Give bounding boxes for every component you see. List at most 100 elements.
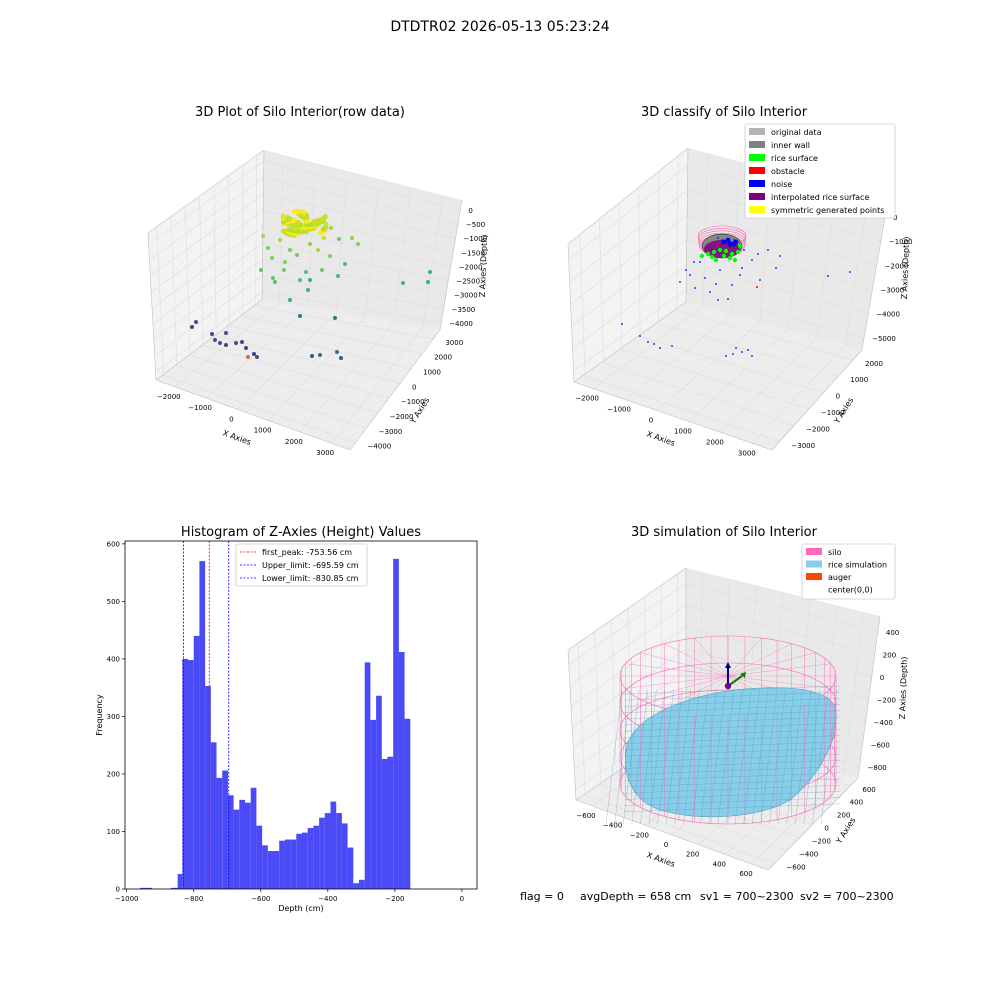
simulation-x-tick-label: 0 <box>664 841 668 849</box>
simulation-y-tick-label: 600 <box>862 786 875 794</box>
raw-point <box>401 281 405 285</box>
classify-y-tick-label: 1000 <box>850 376 868 384</box>
histogram-bar <box>370 720 376 889</box>
simulation-y-tick-label: −200 <box>812 838 831 846</box>
histogram-bar <box>245 803 251 889</box>
classify-noise-point <box>639 335 641 337</box>
raw-point <box>298 278 302 282</box>
classify-y-tick-label: 2000 <box>865 360 883 368</box>
simulation-legend-swatch <box>806 573 822 580</box>
classify-noise-point <box>727 298 729 300</box>
sv2-value: sv2 = 700~2300 <box>800 890 894 903</box>
raw-point <box>244 346 248 350</box>
histogram-y-tick-label: 400 <box>107 655 120 663</box>
histogram-bar <box>348 848 354 889</box>
simulation-legend-swatch <box>806 586 822 593</box>
classify-noise-point <box>717 299 719 301</box>
histogram-bar <box>274 851 280 889</box>
classify-noise-cluster <box>734 240 739 245</box>
histogram-legend-label: Upper_limit: -695.59 cm <box>262 561 359 570</box>
classify-z-axis-label: Z Axies (Depth) <box>900 236 911 299</box>
classify-noise-point <box>653 343 655 345</box>
simulation-3d-plot: 3D simulation of Silo Interior −600−400−… <box>568 525 909 878</box>
raw-x-tick-label: −2000 <box>157 393 181 401</box>
raw-point <box>266 246 270 250</box>
simulation-z-tick-label: 400 <box>886 629 899 637</box>
classify-3d-plot: 3D classify of Silo Interior −2000−10000… <box>568 105 913 457</box>
raw-point <box>306 288 310 292</box>
classify-noise-point <box>704 277 706 279</box>
classify-x-tick-label: 0 <box>649 417 653 425</box>
classify-noise-point <box>741 267 743 269</box>
raw-point <box>328 254 332 258</box>
classify-noise-point <box>747 349 749 351</box>
raw-point <box>304 219 309 224</box>
raw-point <box>270 256 274 260</box>
classify-legend-frame <box>745 124 895 218</box>
histogram-bar <box>211 742 217 889</box>
raw-y-tick-label: 0 <box>412 383 416 391</box>
simulation-z-tick-label: 200 <box>883 651 896 659</box>
classify-noise-point <box>699 261 701 263</box>
raw-point <box>335 350 339 354</box>
raw-point <box>339 356 343 360</box>
raw-point <box>316 248 320 252</box>
raw-y-tick-label: 3000 <box>445 339 463 347</box>
raw-point <box>278 238 282 242</box>
raw-point <box>281 228 286 233</box>
raw-z-tick-label: 0 <box>468 207 472 215</box>
histogram-x-tick-label: 0 <box>460 895 464 903</box>
classify-legend-label: noise <box>771 180 792 189</box>
histogram-x-tick-label: −1000 <box>115 895 139 903</box>
histogram-bar <box>359 880 365 889</box>
simulation-z-tick-label: −200 <box>877 696 896 704</box>
histogram-bar <box>365 662 371 889</box>
classify-noise-point <box>709 291 711 293</box>
classify-x-tick-label: 2000 <box>706 438 724 446</box>
classify-noise-point <box>751 259 753 261</box>
raw-point <box>259 268 263 272</box>
raw-point <box>323 222 328 227</box>
histogram-bar <box>279 841 285 889</box>
classify-noise-point <box>679 281 681 283</box>
raw-x-tick-label: 1000 <box>254 427 272 435</box>
histogram-y-tick-label: 100 <box>107 828 120 836</box>
raw-point <box>295 253 299 257</box>
classify-noise-point <box>725 355 727 357</box>
classify-noise-point <box>849 271 851 273</box>
simulation-y-axis-label: Y Axies <box>834 816 858 846</box>
raw-point <box>273 280 277 284</box>
raw-point <box>255 355 259 359</box>
raw-point <box>285 215 290 220</box>
classify-noise-point <box>647 341 649 343</box>
histogram-bar <box>222 771 228 889</box>
simulation-z-tick-label: −600 <box>871 741 890 749</box>
raw-y-tick-label: 2000 <box>434 354 452 362</box>
raw-point <box>329 226 333 230</box>
classify-rice-point <box>730 252 734 256</box>
simulation-x-tick-label: 400 <box>713 860 726 868</box>
raw-z-tick-label: −4000 <box>449 320 473 328</box>
histogram-x-tick-label: −200 <box>385 895 404 903</box>
raw-x-tick-label: 0 <box>229 415 233 423</box>
classify-y-tick-label: −3000 <box>791 442 815 450</box>
raw-point <box>426 280 430 284</box>
histogram-bar <box>353 883 359 889</box>
simulation-z-tick-label: 0 <box>880 674 884 682</box>
raw-point <box>320 268 324 272</box>
raw-point <box>350 236 354 240</box>
depth-histogram: Histogram of Z-Axies (Height) Values −10… <box>95 525 477 913</box>
simulation-x-tick-label: −600 <box>576 812 595 820</box>
raw-x-tick-label: 3000 <box>316 449 334 457</box>
flag-value: flag = 0 <box>520 890 564 903</box>
classify-legend-label: original data <box>771 128 822 137</box>
raw-point <box>210 332 214 336</box>
histogram-bar <box>194 636 200 889</box>
raw-y-tick-label: −4000 <box>368 443 392 451</box>
raw-pane-right <box>262 150 462 330</box>
classify-noise-point <box>759 279 761 281</box>
histogram-bar <box>256 826 262 889</box>
classify-legend-label: rice surface <box>771 154 818 163</box>
